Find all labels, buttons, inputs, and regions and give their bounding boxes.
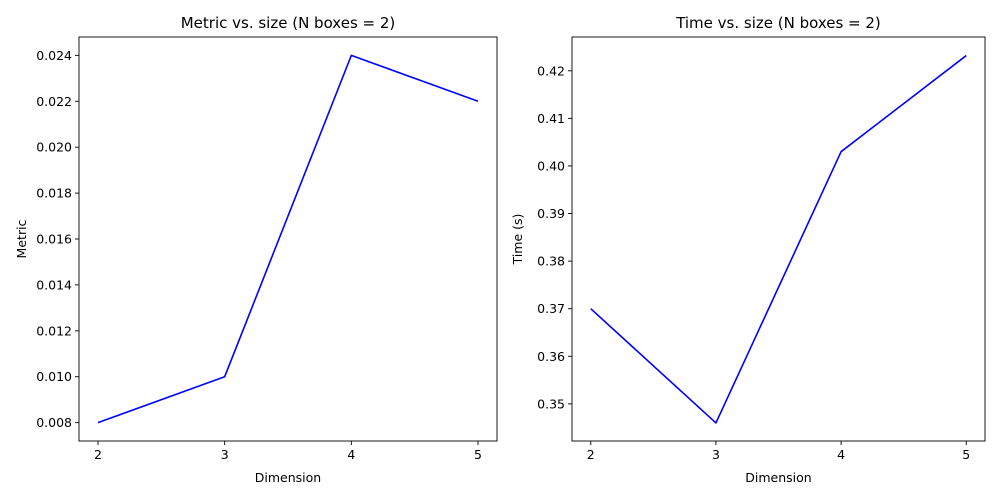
chart-2-x-tick-label: 3: [712, 447, 720, 462]
chart-1-y-tick-label: 0.014: [36, 277, 72, 292]
chart-1-title: Metric vs. size (N boxes = 2): [181, 14, 396, 32]
chart-2: Time vs. size (N boxes = 2) 2 3 4 5 0.35 0.36 0…: [510, 14, 986, 485]
chart-2-y-tick-label: 0.40: [537, 158, 565, 173]
chart-1-x-tick-label: 2: [94, 447, 102, 462]
chart-1-y-axis-label: Metric: [14, 219, 29, 258]
chart-2-y-tick-label: 0.41: [537, 111, 565, 126]
chart-2-y-tick-label: 0.39: [537, 206, 565, 221]
chart-1-x-tick-label: 4: [347, 447, 355, 462]
chart-1-y-tick-label: 0.008: [36, 415, 72, 430]
chart-1-y-tick-label: 0.010: [36, 369, 72, 384]
chart-1-x-tick-label: 5: [474, 447, 482, 462]
chart-2-y-tick-label: 0.36: [537, 349, 565, 364]
chart-2-y-axis-label: Time (s): [510, 214, 525, 266]
chart-2-axes-frame: [571, 36, 986, 442]
chart-2-x-tick-label: 5: [962, 447, 970, 462]
chart-1-y-tick-label: 0.022: [36, 94, 72, 109]
chart-1: Metric vs. size (N boxes = 2) 2 3 4 5 0.008 0.…: [14, 14, 498, 485]
chart-2-y-tick-label: 0.42: [537, 63, 565, 78]
chart-1-x-axis-label: Dimension: [255, 470, 321, 485]
chart-1-y-tick-label: 0.012: [36, 323, 72, 338]
chart-2-x-tick-label: 4: [837, 447, 845, 462]
chart-2-y-tick-label: 0.37: [537, 301, 565, 316]
chart-1-series-line-1: [97, 54, 479, 424]
chart-2-y-tick-label: 0.35: [537, 396, 565, 411]
chart-2-title: Time vs. size (N boxes = 2): [675, 14, 881, 32]
chart-1-y-tick-label: 0.020: [36, 140, 72, 155]
chart-1-y-tick-label: 0.016: [36, 232, 72, 247]
chart-1-y-tick-label: 0.024: [36, 48, 72, 63]
chart-2-series-line-1: [590, 54, 967, 424]
chart-2-x-axis-label: Dimension: [745, 470, 811, 485]
chart-1-y-tick-label: 0.018: [36, 186, 72, 201]
chart-2-y-tick-label: 0.38: [537, 254, 565, 269]
chart-2-x-tick-label: 2: [587, 447, 595, 462]
chart-1-x-tick-label: 3: [221, 447, 229, 462]
